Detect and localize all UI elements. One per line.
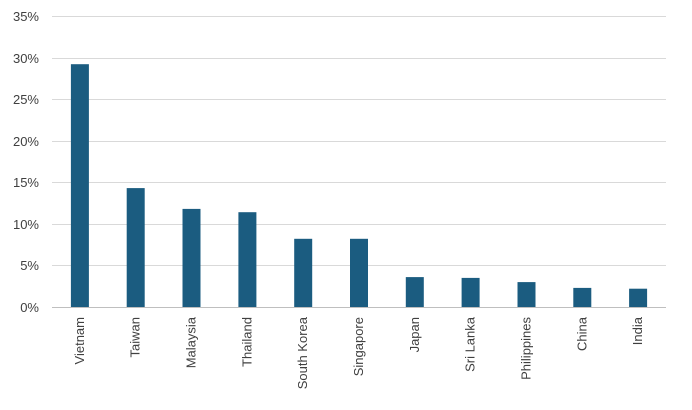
x-tick-label: Philippines	[518, 317, 533, 380]
y-tick-label: 35%	[13, 9, 39, 24]
y-tick-label: 15%	[13, 175, 39, 190]
y-tick-label: 25%	[13, 92, 39, 107]
bar-japan	[405, 277, 424, 307]
y-tick-label: 10%	[13, 217, 39, 232]
y-axis-tick-labels: 0% 5% 10% 15% 20% 25% 30% 35%	[13, 9, 39, 315]
x-tick-label: Sri Lanka	[463, 316, 478, 372]
bar-taiwan	[126, 188, 145, 307]
x-tick-label: China	[574, 316, 589, 351]
x-tick-label: Thailand	[239, 317, 254, 367]
bar-malaysia	[182, 208, 201, 307]
bar-south-korea	[294, 238, 313, 307]
y-tick-label: 30%	[13, 51, 39, 66]
bar-philippines	[517, 282, 536, 307]
x-tick-label: Taiwan	[128, 317, 143, 357]
y-tick-label: 0%	[20, 300, 39, 315]
x-tick-label: India	[630, 316, 645, 345]
gridlines	[52, 16, 666, 266]
x-tick-label: Japan	[407, 317, 422, 352]
bars	[70, 64, 648, 307]
bar-sri-lanka	[461, 277, 480, 307]
x-axis-tick-labels: Vietnam Taiwan Malaysia Thailand South Korea…	[72, 316, 645, 389]
bar-thailand	[238, 212, 257, 307]
x-tick-label: South Korea	[295, 316, 310, 389]
bar-china	[573, 287, 592, 307]
bar-india	[629, 288, 648, 307]
bar-singapore	[350, 238, 368, 307]
x-tick-label: Singapore	[351, 317, 366, 376]
x-tick-label: Vietnam	[72, 317, 87, 364]
x-tick-label: Malaysia	[184, 316, 199, 368]
y-tick-label: 20%	[13, 134, 39, 149]
y-tick-label: 5%	[20, 258, 39, 273]
bar-vietnam	[70, 64, 89, 307]
